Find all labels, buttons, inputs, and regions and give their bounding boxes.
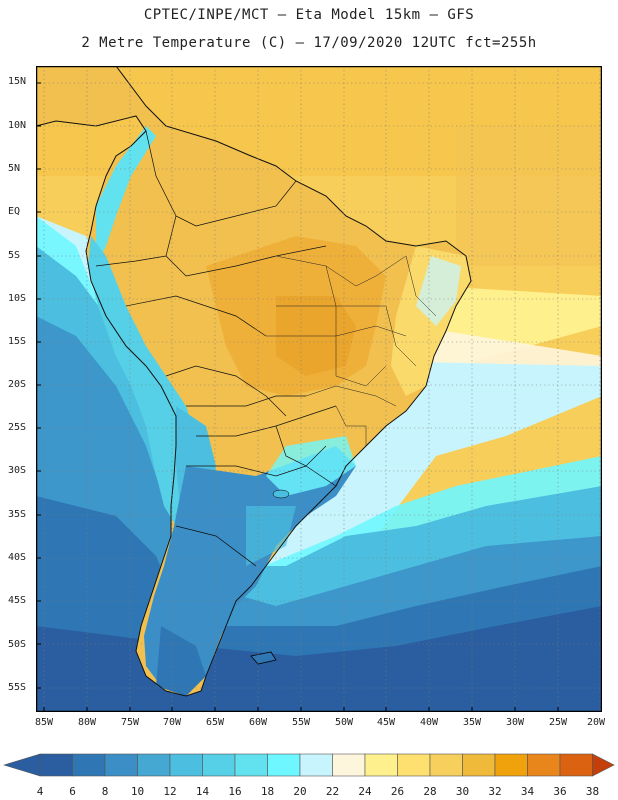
colorbar-right-arrow bbox=[592, 753, 615, 777]
lat-label-20s: 20S bbox=[8, 379, 27, 390]
colorbar-tick-label: 14 bbox=[195, 785, 210, 798]
map-border bbox=[36, 66, 602, 712]
colorbar-swatch bbox=[397, 753, 431, 777]
lon-label-70w: 70W bbox=[162, 717, 182, 728]
lat-label-45s: 45S bbox=[8, 595, 27, 606]
lon-label-20w: 20W bbox=[586, 717, 606, 728]
country-borders bbox=[95, 130, 347, 567]
colorbar-swatch bbox=[462, 753, 496, 777]
map-title-line-1: CPTEC/INPE/MCT — Eta Model 15km — GFS bbox=[143, 7, 475, 23]
lat-label-15s: 15S bbox=[8, 336, 27, 347]
lat-label-10n: 10N bbox=[8, 120, 27, 131]
colorbar-tick-label: 24 bbox=[358, 785, 372, 798]
colorbar-tick-label: 10 bbox=[130, 785, 145, 798]
colorbar-tick-label: 8 bbox=[101, 785, 109, 798]
lon-label-80w: 80W bbox=[77, 717, 97, 728]
lat-label-30s: 30S bbox=[8, 465, 27, 476]
temperature-map bbox=[36, 66, 602, 712]
colorbar-tick-label: 18 bbox=[260, 785, 275, 798]
colorbar-swatch bbox=[72, 753, 106, 777]
map-title-line-2: 2 Metre Temperature (C) — 17/09/2020 12U… bbox=[81, 35, 537, 51]
lon-label-25w: 25W bbox=[548, 717, 568, 728]
colorbar-tick-label: 36 bbox=[553, 785, 567, 798]
lat-label-50s: 50S bbox=[8, 639, 27, 650]
colorbar-swatch bbox=[332, 753, 366, 777]
lon-label-85w: 85W bbox=[34, 717, 54, 728]
colorbar-tick-label: 16 bbox=[228, 785, 242, 798]
colorbar-swatch bbox=[364, 753, 398, 777]
northeast-cool-patch bbox=[416, 256, 461, 326]
lon-label-30w: 30W bbox=[505, 717, 525, 728]
lon-label-35w: 35W bbox=[462, 717, 482, 728]
colombian-andes-cold bbox=[96, 126, 156, 266]
colorbar-tick-label: 6 bbox=[69, 785, 76, 798]
colorbar-tick-label: 28 bbox=[423, 785, 437, 798]
colorbar-swatch bbox=[104, 753, 138, 777]
colorbar-swatch bbox=[429, 753, 463, 777]
lat-label-5n: 5N bbox=[8, 163, 21, 174]
lon-label-60w: 60W bbox=[248, 717, 268, 728]
lat-label-25s: 25S bbox=[8, 422, 27, 433]
lat-label-5s: 5S bbox=[8, 250, 21, 261]
colorbar-swatch bbox=[137, 753, 171, 777]
colorbar-swatch bbox=[39, 753, 73, 777]
lat-label-15n: 15N bbox=[8, 76, 27, 87]
colorbar-swatch bbox=[267, 753, 301, 777]
colorbar-swatch bbox=[234, 753, 268, 777]
colorbar-tick-label: 34 bbox=[520, 785, 535, 798]
colorbar-swatch bbox=[527, 753, 561, 777]
lon-label-45w: 45W bbox=[376, 717, 396, 728]
lat-label-40s: 40S bbox=[8, 552, 27, 563]
colorbar-tick-label: 12 bbox=[163, 785, 177, 798]
colorbar-tick-label: 22 bbox=[325, 785, 340, 798]
south-america-coastline bbox=[36, 66, 472, 697]
lon-label-55w: 55W bbox=[291, 717, 311, 728]
colorbar-tick-label: 26 bbox=[390, 785, 405, 798]
temperature-colorbar bbox=[2, 753, 615, 777]
andes-cold-strip bbox=[88, 236, 196, 526]
colorbar-swatch bbox=[299, 753, 333, 777]
colorbar-tick-label: 38 bbox=[585, 785, 600, 798]
lat-label-35s: 35S bbox=[8, 509, 27, 520]
colorbar-swatch bbox=[559, 753, 593, 777]
patagonia-cold-zone bbox=[144, 446, 356, 696]
colorbar-tick-label: 20 bbox=[293, 785, 307, 798]
colorbar-swatch bbox=[169, 753, 203, 777]
lat-label-10s: 10S bbox=[8, 293, 27, 304]
lon-label-40w: 40W bbox=[419, 717, 439, 728]
lon-label-75w: 75W bbox=[120, 717, 140, 728]
colorbar-swatch bbox=[494, 753, 528, 777]
uruguay-cool-patch bbox=[266, 436, 356, 496]
lon-label-65w: 65W bbox=[205, 717, 225, 728]
lat-label-eq: EQ bbox=[8, 206, 21, 217]
colorbar-left-arrow bbox=[2, 753, 41, 777]
colorbar-tick-label: 4 bbox=[36, 785, 44, 798]
colorbar-tick-label: 32 bbox=[488, 785, 502, 798]
lon-label-50w: 50W bbox=[334, 717, 354, 728]
colorbar-swatch bbox=[202, 753, 236, 777]
lat-label-55s: 55S bbox=[8, 682, 27, 693]
map-grid bbox=[36, 66, 602, 712]
colorbar-tick-label: 30 bbox=[455, 785, 470, 798]
falkland-islands bbox=[250, 651, 277, 665]
